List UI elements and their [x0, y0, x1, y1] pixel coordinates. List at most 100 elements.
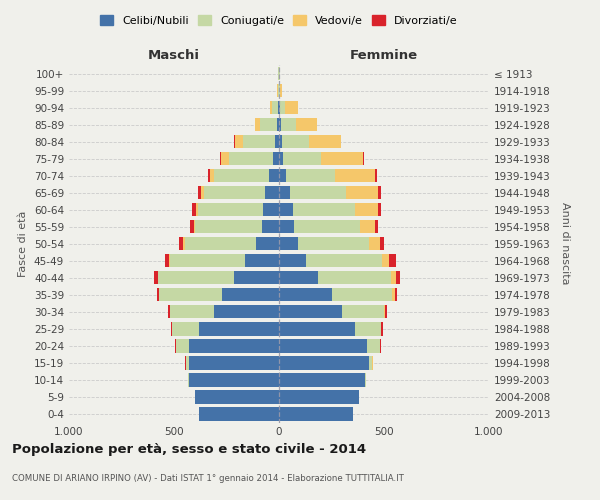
- Bar: [279, 271, 318, 284]
- Bar: [262, 220, 279, 234]
- Bar: [342, 305, 384, 318]
- Bar: [157, 288, 159, 302]
- Bar: [275, 135, 279, 148]
- Bar: [279, 135, 282, 148]
- Bar: [279, 374, 365, 386]
- Bar: [331, 288, 392, 302]
- Bar: [221, 152, 229, 166]
- Bar: [234, 271, 279, 284]
- Bar: [279, 101, 280, 114]
- Text: Maschi: Maschi: [148, 50, 200, 62]
- Bar: [265, 186, 279, 200]
- Bar: [158, 271, 234, 284]
- Text: Popolazione per età, sesso e stato civile - 2014: Popolazione per età, sesso e stato civil…: [12, 442, 366, 456]
- Bar: [189, 374, 279, 386]
- Bar: [184, 237, 185, 250]
- Bar: [378, 186, 381, 200]
- Y-axis label: Fasce di età: Fasce di età: [19, 210, 28, 277]
- Bar: [235, 135, 244, 148]
- Bar: [280, 84, 282, 97]
- Bar: [269, 169, 279, 182]
- Bar: [263, 203, 279, 216]
- Bar: [256, 237, 279, 250]
- Bar: [244, 135, 275, 148]
- Bar: [198, 186, 202, 200]
- Bar: [318, 271, 391, 284]
- Bar: [395, 288, 397, 302]
- Bar: [279, 254, 307, 268]
- Bar: [335, 169, 374, 182]
- Bar: [214, 305, 279, 318]
- Bar: [260, 118, 277, 131]
- Bar: [185, 237, 256, 250]
- Bar: [192, 203, 196, 216]
- Bar: [286, 101, 298, 114]
- Bar: [279, 322, 355, 336]
- Bar: [272, 101, 278, 114]
- Bar: [279, 152, 283, 166]
- Bar: [214, 169, 269, 182]
- Bar: [194, 220, 195, 234]
- Bar: [196, 203, 198, 216]
- Bar: [160, 288, 223, 302]
- Bar: [189, 340, 279, 352]
- Bar: [199, 322, 279, 336]
- Bar: [298, 237, 369, 250]
- Text: COMUNE DI ARIANO IRPINO (AV) - Dati ISTAT 1° gennaio 2014 - Elaborazione TUTTITA: COMUNE DI ARIANO IRPINO (AV) - Dati ISTA…: [12, 474, 404, 483]
- Bar: [190, 220, 194, 234]
- Bar: [360, 220, 374, 234]
- Bar: [279, 220, 294, 234]
- Bar: [279, 186, 290, 200]
- Bar: [384, 305, 385, 318]
- Bar: [281, 118, 296, 131]
- Bar: [279, 118, 281, 131]
- Bar: [279, 390, 359, 404]
- Bar: [363, 152, 364, 166]
- Bar: [168, 305, 170, 318]
- Bar: [179, 237, 184, 250]
- Bar: [286, 169, 335, 182]
- Bar: [245, 254, 279, 268]
- Bar: [355, 203, 378, 216]
- Bar: [229, 152, 272, 166]
- Bar: [290, 186, 346, 200]
- Bar: [208, 169, 210, 182]
- Bar: [279, 169, 286, 182]
- Bar: [296, 118, 317, 131]
- Bar: [294, 220, 360, 234]
- Bar: [307, 254, 382, 268]
- Bar: [210, 169, 214, 182]
- Bar: [310, 135, 341, 148]
- Bar: [279, 288, 331, 302]
- Bar: [279, 356, 369, 370]
- Bar: [172, 322, 199, 336]
- Bar: [378, 203, 382, 216]
- Bar: [293, 203, 355, 216]
- Bar: [169, 254, 170, 268]
- Bar: [176, 340, 189, 352]
- Bar: [195, 390, 279, 404]
- Bar: [199, 408, 279, 420]
- Bar: [195, 220, 262, 234]
- Bar: [170, 305, 214, 318]
- Bar: [365, 374, 366, 386]
- Bar: [279, 305, 342, 318]
- Bar: [272, 152, 279, 166]
- Bar: [189, 356, 279, 370]
- Bar: [164, 254, 169, 268]
- Bar: [220, 152, 221, 166]
- Bar: [391, 271, 395, 284]
- Text: Femmine: Femmine: [350, 50, 418, 62]
- Bar: [170, 254, 245, 268]
- Bar: [269, 101, 272, 114]
- Bar: [279, 203, 293, 216]
- Bar: [280, 101, 286, 114]
- Bar: [279, 408, 353, 420]
- Bar: [367, 340, 380, 352]
- Y-axis label: Anni di nascita: Anni di nascita: [560, 202, 570, 285]
- Bar: [205, 186, 265, 200]
- Bar: [283, 152, 321, 166]
- Bar: [202, 186, 205, 200]
- Bar: [321, 152, 363, 166]
- Bar: [346, 186, 378, 200]
